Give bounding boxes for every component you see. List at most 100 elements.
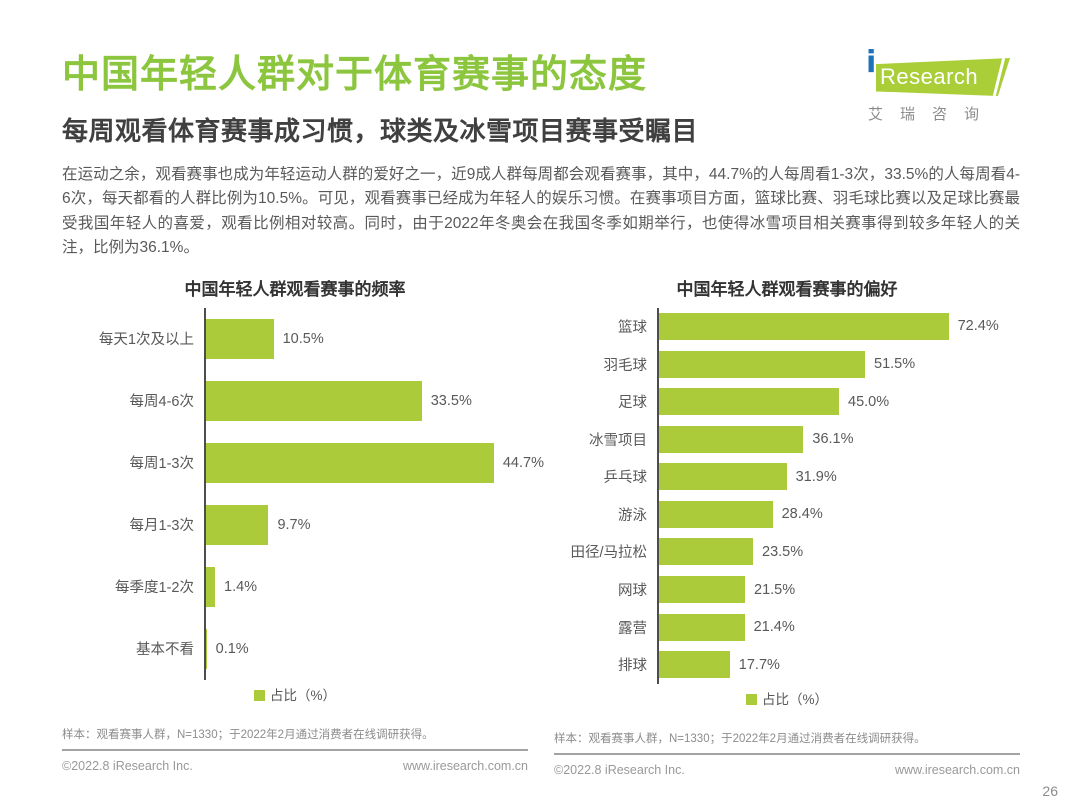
bar-track: 45.0% [657,382,979,421]
bar [659,538,753,566]
page-title: 中国年轻人群对于体育赛事的态度 [62,54,648,96]
copyright-text: ©2022.8 iResearch Inc. [554,762,685,777]
logo-wordmark: Research [880,64,979,89]
chart-row: 田径/马拉松 23.5% [554,533,1020,571]
chart-title: 中国年轻人群观看赛事的偏好 [676,279,898,299]
footer-left-column: ©2022.8 iResearch Inc. www.iresearch.com… [62,748,528,773]
logo-green-shape: Research [876,58,1010,96]
sample-note: 样本：观看赛事人群，N=1330；于2022年2月通过消费者在线调研获得。 [554,732,926,745]
logo-slash-decoration [991,58,1006,96]
charts-section: 中国年轻人群观看赛事的频率 每天1次及以上 10.5% 每周4-6次 33.5% 每周1… [62,275,1020,777]
category-label: 足球 [618,395,647,412]
value-label: 21.4% [753,619,795,636]
bar [206,318,274,359]
footer-right-column: ©2022.8 iResearch Inc. www.iresearch.com… [554,752,1020,777]
chart-row: 每天1次及以上 10.5% [62,307,528,370]
bar-track: 72.4% [657,307,999,346]
value-label: 1.4% [224,578,258,595]
website-url: www.iresearch.com.cn [894,762,1020,777]
category-label: 排球 [618,658,647,675]
copyright-text: ©2022.8 iResearch Inc. [62,758,193,773]
category-label: 每季度1-2次 [115,580,194,597]
legend-label: 占比（%） [761,691,828,707]
value-label: 10.5% [282,330,324,347]
sample-note: 样本：观看赛事人群，N=1330；于2022年2月通过消费者在线调研获得。 [62,728,434,741]
chart-row: 每季度1-2次 1.4% [62,555,528,618]
chart-row: 排球 17.7% [554,645,1020,684]
category-label: 网球 [618,583,647,600]
logo-chinese-name: 艾瑞咨询 [868,106,997,123]
bar-track: 23.5% [657,533,979,571]
chart-row: 每周1-3次 44.7% [62,431,544,494]
bar [659,312,949,340]
chart-preference: 中国年轻人群观看赛事的偏好 篮球 72.4% 羽毛球 51.5% 足球 45.0% 冰雪项目… [554,275,1020,777]
bar [659,425,804,453]
bar [659,613,745,641]
bar-track: 21.4% [657,608,979,646]
bar [206,442,494,483]
chart-row: 足球 45.0% [554,382,1020,421]
chart-row: 羽毛球 51.5% [554,345,1020,383]
legend-swatch [745,693,757,705]
bar [206,628,207,669]
value-label: 21.5% [754,581,796,598]
value-label: 45.0% [848,393,890,410]
bar [659,388,839,416]
category-label: 篮球 [618,319,647,336]
category-label: 基本不看 [136,642,194,659]
bar-track: 33.5% [204,369,528,432]
bar-track: 36.1% [657,420,979,458]
bar [659,576,745,604]
value-label: 44.7% [502,454,544,471]
bar-track: 21.5% [657,570,979,609]
body-paragraph: 在运动之余，观看赛事也成为年轻运动人群的爱好之一，近9成人群每周都会观看赛事，其… [62,165,1020,257]
chart-row: 每月1-3次 9.7% [62,493,528,556]
value-label: 9.7% [277,516,311,533]
iresearch-logo: i Research 艾瑞咨询 [864,48,1012,124]
category-label: 每周1-3次 [129,456,194,473]
chart-plot-area: 每天1次及以上 10.5% 每周4-6次 33.5% 每周1-3次 44.7% 每月1-3次… [62,307,544,680]
bar-track: 1.4% [204,555,528,618]
bar [206,380,422,421]
value-label: 33.5% [430,392,472,409]
page-number: 26 [1042,783,1058,799]
chart-row: 网球 21.5% [554,570,1020,609]
category-label: 冰雪项目 [589,432,647,449]
website-url: www.iresearch.com.cn [402,758,528,773]
category-label: 每天1次及以上 [98,332,194,349]
legend-label: 占比（%） [269,687,336,703]
chart-legend: 占比（%） [554,688,1020,708]
category-label: 每周4-6次 [129,394,194,411]
chart-row: 露营 21.4% [554,608,1020,646]
value-label: 51.5% [874,356,916,373]
value-label: 31.9% [795,468,837,485]
bar [659,463,787,491]
category-label: 乒乓球 [603,470,648,487]
chart-plot-area: 篮球 72.4% 羽毛球 51.5% 足球 45.0% 冰雪项目 36.1% 乒乓球 31.9% 游… [554,307,1020,684]
page-header: 中国年轻人群对于体育赛事的态度 i Research 艾瑞咨询 [62,48,1020,123]
chart-row: 每周4-6次 33.5% [62,369,528,432]
chart-legend: 占比（%） [62,684,528,704]
legend-swatch [253,689,265,701]
category-label: 露营 [618,620,647,637]
logo-mark: i Research [864,48,1012,96]
value-label: 36.1% [812,431,854,448]
bar [206,504,269,545]
bar-track: 44.7% [204,431,544,494]
bar [206,566,216,607]
value-label: 0.1% [215,640,249,657]
value-label: 17.7% [738,656,780,673]
chart-frequency: 中国年轻人群观看赛事的频率 每天1次及以上 10.5% 每周4-6次 33.5% 每周1… [62,275,544,777]
value-label: 23.5% [762,543,804,560]
chart-row: 游泳 28.4% [554,495,1020,534]
value-label: 72.4% [957,318,999,335]
bar-track: 0.1% [204,617,528,680]
bar [659,350,865,378]
value-label: 28.4% [781,506,823,523]
bar-track: 31.9% [657,458,979,496]
chart-title: 中国年轻人群观看赛事的频率 [184,279,406,299]
bar-track: 17.7% [657,645,979,684]
chart-row: 冰雪项目 36.1% [554,420,1020,458]
chart-row: 篮球 72.4% [554,307,1020,346]
